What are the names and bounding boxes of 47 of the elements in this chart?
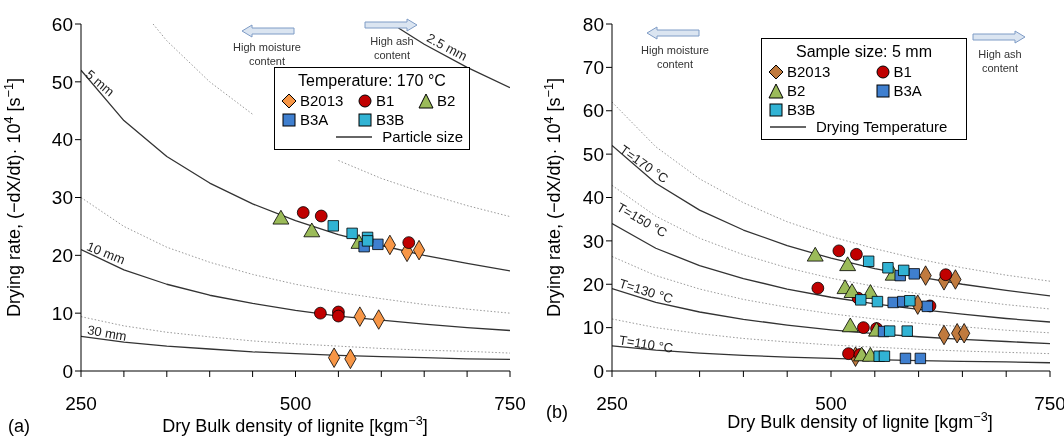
- x-tick-label: 750: [494, 393, 526, 415]
- x-tick-label: 250: [65, 393, 97, 415]
- text: (b): [546, 402, 568, 422]
- y-tick-label: 0: [593, 360, 604, 382]
- annotation: T=110 °C: [617, 332, 675, 356]
- y-tick-label: 0: [62, 360, 73, 382]
- x-axis-title: Dry Bulk density of lignite [kgm$^{−3}$]: [162, 414, 428, 436]
- legend-label: B2013: [300, 92, 344, 109]
- annotation: High ash content: [370, 35, 414, 61]
- x-tick-label: 250: [596, 393, 628, 415]
- annotation: High moisture content: [640, 43, 710, 71]
- y-tick-label: 60: [582, 100, 604, 122]
- y-tick-label: 10: [51, 302, 73, 324]
- y-tick-label: 40: [582, 187, 604, 209]
- y-tick-label: 20: [582, 273, 604, 295]
- legend-label: B2: [787, 82, 806, 99]
- y-tick-label: 50: [582, 143, 604, 165]
- y-tick-label: 30: [51, 187, 73, 209]
- annotation: 5 mm: [82, 66, 118, 100]
- legend-label: B1: [376, 92, 395, 109]
- y-tick-label: 60: [51, 13, 73, 35]
- y-tick-label: 10: [582, 317, 604, 339]
- annotation: High ash content: [977, 47, 1023, 75]
- text: (a): [8, 416, 30, 436]
- legend-title: Temperature: 170 °C: [297, 72, 447, 90]
- y-tick-label: 30: [582, 230, 604, 252]
- legend-label: B3B: [787, 101, 816, 118]
- legend-label: Particle size: [382, 128, 463, 145]
- annotation: High moisture content: [232, 40, 302, 68]
- legend-label: B3A: [893, 82, 922, 99]
- legend-label: B2013: [787, 63, 831, 80]
- x-tick-label: 500: [279, 393, 312, 415]
- y-tick-label: 70: [582, 57, 604, 79]
- legend-label: B1: [893, 63, 912, 80]
- y-tick-label: 50: [51, 71, 73, 93]
- legend-label: B2: [437, 92, 456, 109]
- y-tick-label: 20: [51, 245, 73, 267]
- annotation: 30 mm: [86, 322, 128, 344]
- annotation: 10 mm: [84, 238, 128, 268]
- legend-title: Sample size: 5 mm: [794, 43, 933, 61]
- annotation: T=130 °C: [617, 275, 675, 307]
- annotation: 2.5 mm: [424, 30, 470, 64]
- legend-label: B3B: [376, 111, 405, 128]
- legend-label: B3A: [300, 111, 329, 128]
- legend-label: Drying Temperature: [816, 118, 948, 135]
- y-tick-label: 80: [582, 13, 604, 35]
- y-tick-label: 40: [51, 129, 73, 151]
